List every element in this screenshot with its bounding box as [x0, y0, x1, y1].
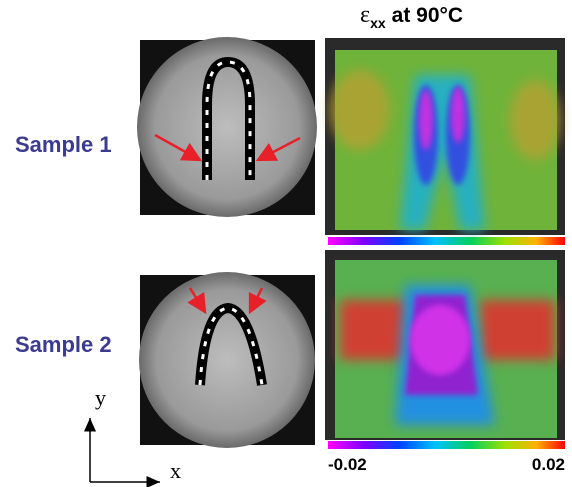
title-text: at 90°C [392, 4, 463, 27]
title: εxx at 90°C [360, 2, 463, 31]
colorbar-max-label: 0.02 [532, 455, 565, 474]
figure: εxxat 90°C Sample 1 Sample 2 -0.02 0.02 … [0, 0, 572, 487]
title-symbol: ε [360, 2, 370, 28]
strain-map [325, 38, 565, 245]
sample-label: Sample 1 [15, 132, 112, 157]
title-subscript: xx [370, 15, 386, 31]
axis-label-y: y [95, 385, 106, 410]
colorbar-min-label: -0.02 [328, 455, 367, 474]
sample-image [139, 272, 315, 448]
strain-map [325, 250, 565, 449]
axis-label-x: x [170, 458, 181, 483]
sample-image [137, 37, 317, 217]
sample-label: Sample 2 [15, 332, 112, 357]
